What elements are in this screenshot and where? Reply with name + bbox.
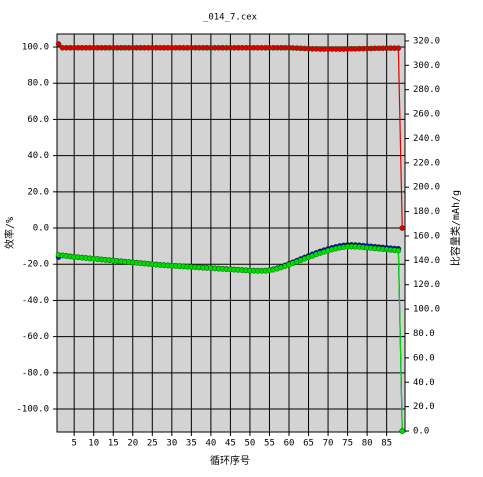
x-tick-label: 35 bbox=[186, 439, 197, 449]
plot-area bbox=[56, 33, 406, 433]
y-axis-label: 效率/% bbox=[3, 217, 16, 249]
y-tick-label: 20.0 bbox=[27, 187, 49, 197]
y-tick-label: -80.0 bbox=[22, 368, 49, 378]
data-point bbox=[395, 45, 402, 51]
y2-tick-label: 60.0 bbox=[413, 353, 435, 363]
x-tick-label: 70 bbox=[323, 439, 334, 449]
y2-axis-label: 比容量类/mAh/g bbox=[449, 190, 462, 266]
x-tick-label: 75 bbox=[342, 439, 353, 449]
x-tick-label: 65 bbox=[303, 439, 314, 449]
y2-tick-label: 80.0 bbox=[413, 329, 435, 339]
x-tick-label: 60 bbox=[284, 439, 295, 449]
x-tick-label: 50 bbox=[245, 439, 256, 449]
y2-tick-label: 100.0 bbox=[413, 305, 440, 315]
x-axis-label: 循环序号 bbox=[210, 454, 250, 467]
y-tick-label: -40.0 bbox=[22, 296, 49, 306]
x-tick-label: 40 bbox=[205, 439, 216, 449]
x-tick-label: 10 bbox=[88, 439, 99, 449]
data-point bbox=[399, 428, 406, 434]
y2-tick-label: 40.0 bbox=[413, 378, 435, 388]
data-point bbox=[395, 247, 402, 254]
x-tick-label: 25 bbox=[147, 439, 158, 449]
y2-tick-label: 220.0 bbox=[413, 158, 440, 168]
y2-tick-label: 280.0 bbox=[413, 85, 440, 95]
x-tick-label: 45 bbox=[225, 439, 236, 449]
y2-tick-label: 260.0 bbox=[413, 110, 440, 120]
x-tick-label: 15 bbox=[108, 439, 119, 449]
data-point bbox=[55, 41, 62, 47]
y-tick-label: -20.0 bbox=[22, 260, 49, 270]
y-tick-label: 80.0 bbox=[27, 79, 49, 89]
x-tick-label: 20 bbox=[127, 439, 138, 449]
y2-tick-label: 140.0 bbox=[413, 256, 440, 266]
y2-tick-label: 320.0 bbox=[413, 36, 440, 46]
y-tick-label: 100.0 bbox=[22, 43, 49, 53]
x-tick-label: 5 bbox=[71, 439, 76, 449]
y2-tick-label: 0.0 bbox=[413, 427, 429, 437]
y2-tick-label: 20.0 bbox=[413, 402, 435, 412]
x-tick-label: 80 bbox=[362, 439, 373, 449]
x-tick-label: 55 bbox=[264, 439, 275, 449]
y2-tick-label: 120.0 bbox=[413, 280, 440, 290]
y2-tick-label: 160.0 bbox=[413, 231, 440, 241]
y2-tick-label: 240.0 bbox=[413, 134, 440, 144]
y2-tick-label: 300.0 bbox=[413, 61, 440, 71]
y2-tick-label: 180.0 bbox=[413, 207, 440, 217]
x-tick-label: 30 bbox=[166, 439, 177, 449]
y-tick-label: 0.0 bbox=[33, 224, 49, 234]
y2-tick-label: 200.0 bbox=[413, 183, 440, 193]
y-tick-label: 40.0 bbox=[27, 151, 49, 161]
y-tick-label: -100.0 bbox=[16, 405, 49, 415]
data-point bbox=[399, 225, 406, 231]
chart-title: _014_7.cex bbox=[203, 13, 258, 23]
x-tick-label: 85 bbox=[381, 439, 392, 449]
y-tick-label: -60.0 bbox=[22, 332, 49, 342]
y-tick-label: 60.0 bbox=[27, 115, 49, 125]
